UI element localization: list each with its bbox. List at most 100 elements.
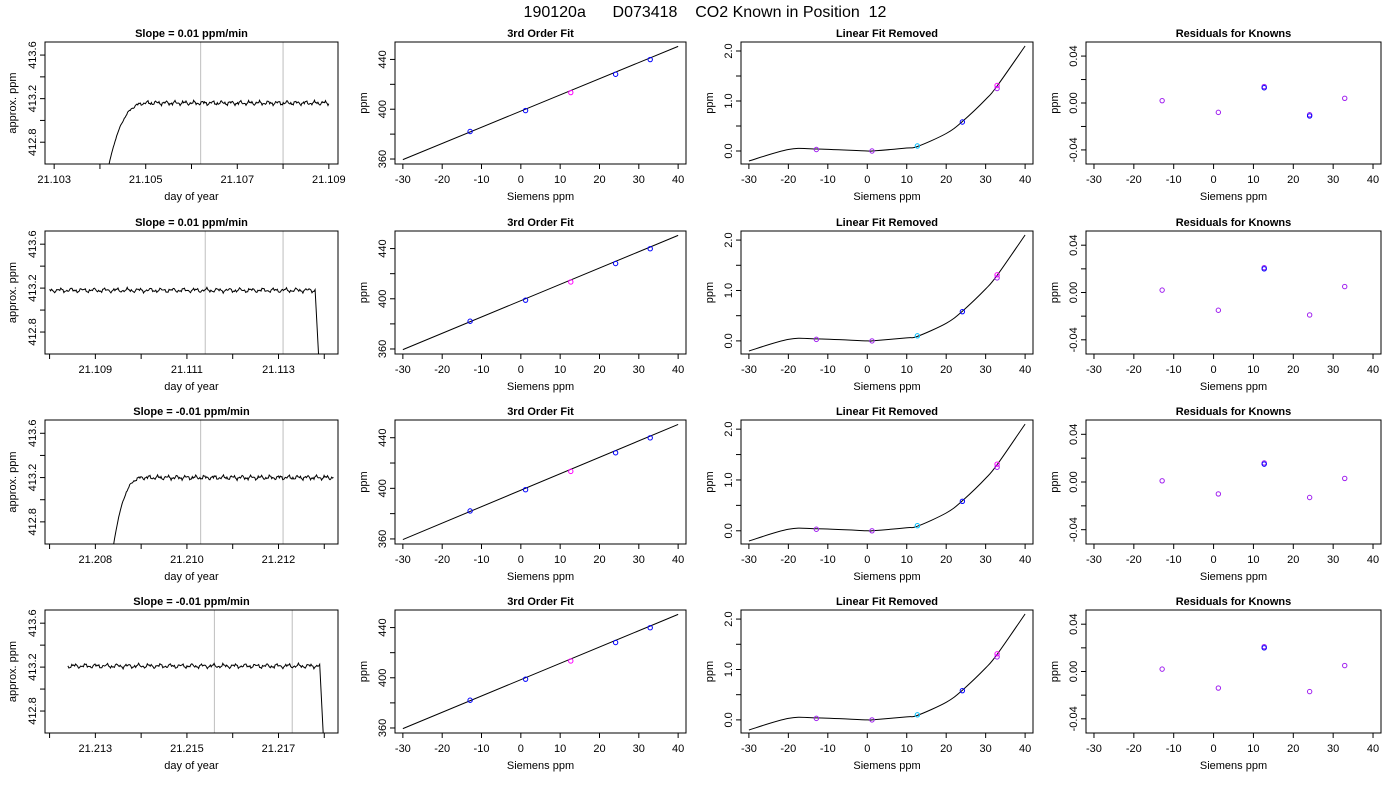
panel-r2-c2-xtick-label: -30 [395, 364, 411, 376]
panel-r4-c3-xtick-label: 20 [940, 743, 952, 755]
panel-r1-c1-xtick-label: 21.103 [37, 174, 71, 186]
panel-r4-c3-point [914, 712, 921, 718]
panel-r4-c4-frame [1085, 609, 1382, 734]
panel-r4-c3-xtick-label: -20 [780, 743, 796, 755]
panel-r4-c4-plot-area [1159, 643, 1348, 695]
panel-r3-c1-xtick-label: 21.212 [262, 554, 296, 566]
panel-r1-c3-xtick-label: 40 [1019, 174, 1031, 186]
panel-r1-c2: 3rd Order Fit -30 -20 -10 0 10 20 30 40 360 400 440… [358, 28, 687, 203]
panel-r3-c3-point [994, 461, 1000, 467]
panel-r4-c3-xtick-label: 30 [980, 743, 992, 755]
panel-r2-c2-xtick-label: 20 [593, 364, 605, 376]
panel-r1-c1-ylabel: approx. ppm [7, 72, 19, 133]
panel-r4-c2-xtick-label: 40 [672, 743, 684, 755]
panel-r4-c3-xlabel: Siemens ppm [853, 760, 920, 772]
panel-r1-c2-title: 3rd Order Fit [507, 28, 574, 40]
panel-r1-c1: Slope = 0.01 ppm/min 21.103 21.105 21.107 21… [7, 28, 346, 203]
panel-r1-c2-plot-area [402, 45, 679, 161]
panel-r4-c3-point [994, 651, 1000, 657]
panel-r1-c4-xtick-label: -30 [1086, 174, 1102, 186]
panel-r1-c3-point [994, 82, 1000, 89]
panel-r4-c2-xtick-label: 10 [554, 743, 566, 755]
panel-r4-c3: Linear Fit Removed -30 -20 -10 0 10 20 30 40 0.0 1… [704, 596, 1034, 772]
panel-r4-c2-xtick-label: 20 [593, 743, 605, 755]
panel-r1-c2-point [612, 71, 619, 77]
panel-r2-c2-xtick-label: -10 [474, 364, 490, 376]
panel-r3-c4-ytick-label: 0.00 [1068, 471, 1080, 492]
panel-r3-c3-xtick-label: 40 [1019, 554, 1031, 566]
panel-r2-c4-plot-area [1159, 264, 1348, 318]
panel-r2-c4-ytick-label: 0.00 [1068, 282, 1080, 303]
panel-r3-c3-point [994, 464, 1000, 470]
panel-r1-c2-xtick-label: 30 [633, 174, 645, 186]
panel-r1-c1-plot-area [108, 42, 330, 164]
panel-r4-c3-xtick-label: 40 [1019, 743, 1031, 755]
panel-r3-c2-xtick-label: 20 [593, 554, 605, 566]
panel-r1-c2-ytick-label: 440 [377, 50, 389, 68]
panel-r1-c3-ytick-label: 0.0 [723, 143, 735, 158]
panel-r1-c2-point [647, 56, 653, 63]
panel-r3-c2: 3rd Order Fit -30 -20 -10 0 10 20 30 40 360 400 440… [358, 406, 687, 583]
panel-r4-c3-fit-curve [748, 613, 1026, 731]
panel-r2-c3-xtick-label: -30 [741, 364, 757, 376]
panel-r4-c2-xtick-label: -30 [395, 743, 411, 755]
panel-r1-c1-trace [108, 98, 330, 164]
panel-r2-c3-point [813, 336, 820, 343]
panel-r4-c1-xtick-label: 21.215 [170, 743, 204, 755]
panel-r4-c1-xtick-label: 21.217 [262, 743, 296, 755]
panel-r2-c1: Slope = 0.01 ppm/min 21.109 21.111 21.113 41… [7, 217, 339, 393]
panel-r2-c4-ytick-label: -0.04 [1068, 327, 1080, 352]
panel-grid: Slope = 0.01 ppm/min 21.103 21.105 21.107 21… [7, 28, 1382, 772]
panel-r3-c3-point [959, 498, 966, 505]
panel-r2-c2-frame [394, 230, 687, 355]
panel-r1-c2-fit-line [402, 45, 679, 161]
panel-r2-c1-xtick-label: 21.113 [262, 364, 295, 376]
panel-r2-c4-xtick-label: 40 [1367, 364, 1379, 376]
panel-r3-c3-ytick-label: 0.0 [723, 523, 735, 538]
panel-r4-c3-ytick-label: 2.0 [723, 611, 735, 626]
panel-r1-c3: Linear Fit Removed -30 -20 -10 0 10 20 30 40 0.0 1… [704, 28, 1034, 203]
panel-r3-c1-title: Slope = -0.01 ppm/min [133, 406, 250, 418]
panel-r1-c2-xtick-label: 20 [593, 174, 605, 186]
panel-r1-c2-point [568, 89, 574, 96]
panel-r1-c1-xtick-label: 21.109 [312, 174, 346, 186]
panel-r1-c1-xtick-label: 21.105 [129, 174, 163, 186]
panel-r1-c3-ytick-label: 1.0 [723, 93, 735, 108]
panel-r4-c2-xtick-label: -10 [474, 743, 490, 755]
panel-r2-c1-title: Slope = 0.01 ppm/min [135, 217, 248, 229]
panel-r4-c1-ytick-label: 413.6 [27, 609, 39, 637]
panel-r1-c1-xtick-label: 21.107 [220, 174, 254, 186]
panel-r3-c3-xtick-label: -30 [741, 554, 757, 566]
panel-r2-c4-point [1306, 312, 1313, 318]
panel-r1-c4-point [1215, 109, 1222, 116]
panel-r2-c4-xtick-label: -30 [1086, 364, 1102, 376]
panel-r3-c4-plot-area [1159, 460, 1348, 501]
panel-r4-c4-xtick-label: 40 [1367, 743, 1379, 755]
panel-r2-c2-title: 3rd Order Fit [507, 217, 574, 229]
panel-r4-c2-ytick-label: 400 [377, 669, 389, 687]
panel-r3-c3-plot-area [748, 423, 1026, 542]
panel-r2-c1-ytick-label: 413.6 [27, 230, 39, 258]
panel-r2-c3-xtick-label: -20 [780, 364, 796, 376]
panel-r3-c4-title: Residuals for Knowns [1176, 406, 1292, 418]
panel-r4-c2-ytick-label: 440 [377, 618, 389, 636]
panel-r2-c4-xtick-label: 0 [1211, 364, 1217, 376]
panel-r4-c2-xtick-label: 0 [518, 743, 524, 755]
panel-r1-c1-xlabel: day of year [164, 191, 219, 203]
panel-r2-c2-ytick-label: 440 [377, 239, 389, 257]
panel-r2-c1-ytick-label: 412.8 [27, 318, 39, 346]
panel-r1-c4-point [1306, 113, 1313, 119]
panel-r4-c3-point [994, 654, 1000, 660]
panel-r3-c2-title: 3rd Order Fit [507, 406, 574, 418]
panel-r4-c4-ytick-label: 0.04 [1068, 613, 1080, 634]
panel-r4-c4-point [1159, 666, 1165, 672]
panel-r3-c4-point [1261, 461, 1267, 467]
panel-r4-c1: Slope = -0.01 ppm/min 21.213 21.215 21.217 4… [7, 596, 339, 772]
panel-r4-c3-point [869, 717, 875, 723]
panel-r4-c2-point [568, 658, 574, 664]
panel-r3-c3-xtick-label: 10 [901, 554, 913, 566]
panel-r2-c4-point [1342, 283, 1348, 290]
panel-r3-c3-xlabel: Siemens ppm [853, 571, 920, 583]
panel-r2-c3-point [994, 275, 1000, 281]
